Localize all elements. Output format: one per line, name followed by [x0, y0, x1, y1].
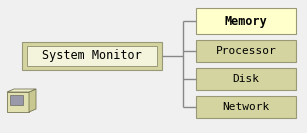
FancyBboxPatch shape — [196, 68, 296, 90]
FancyBboxPatch shape — [7, 92, 29, 112]
Text: Memory: Memory — [225, 14, 267, 28]
FancyBboxPatch shape — [196, 96, 296, 118]
Text: Disk: Disk — [232, 74, 259, 84]
Polygon shape — [29, 89, 36, 112]
FancyBboxPatch shape — [196, 40, 296, 62]
Polygon shape — [7, 89, 36, 92]
FancyBboxPatch shape — [22, 42, 162, 70]
Text: Network: Network — [222, 102, 270, 112]
FancyBboxPatch shape — [10, 95, 23, 105]
Text: System Monitor: System Monitor — [42, 49, 142, 63]
FancyBboxPatch shape — [196, 8, 296, 34]
FancyBboxPatch shape — [27, 46, 157, 66]
Text: Processor: Processor — [216, 46, 276, 56]
